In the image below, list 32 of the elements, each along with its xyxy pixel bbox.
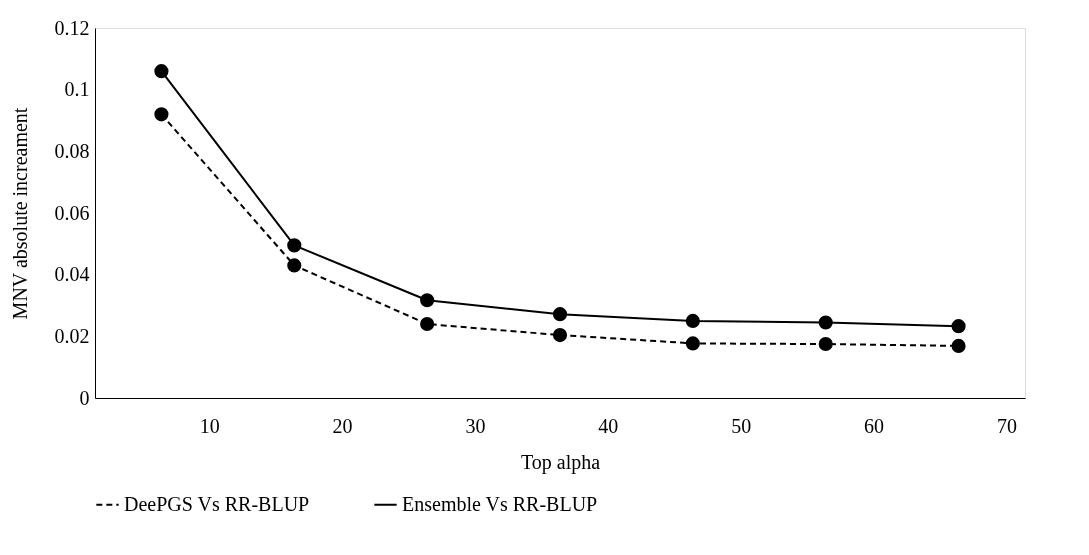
y-tick-label: 0.1 [64, 78, 90, 101]
y-tick-label: 0.12 [54, 16, 90, 39]
x-axis-title: Top alpha [520, 450, 601, 474]
y-tick-label: 0 [79, 386, 90, 409]
y-tick-label: 0.08 [54, 139, 90, 162]
point [951, 338, 966, 353]
x-tick-label: 30 [465, 414, 486, 437]
point [154, 64, 169, 79]
y-axis-title: MNV absolute increament [8, 107, 31, 320]
x-tick-label: 50 [731, 414, 752, 437]
point [154, 107, 169, 122]
legend-label: Ensemble Vs RR-BLUP [402, 492, 598, 515]
x-tick-label: 10 [199, 414, 220, 437]
x-tick-label: 40 [598, 414, 619, 437]
point [420, 293, 435, 308]
y-tick-label: 0.04 [54, 263, 90, 286]
y-tick-label: 0.02 [54, 324, 90, 347]
point [951, 319, 966, 334]
point [685, 336, 700, 351]
point [420, 316, 435, 332]
x-tick-label: 70 [996, 414, 1017, 437]
point [552, 328, 568, 343]
point [818, 336, 833, 352]
x-tick-label: 60 [864, 414, 885, 437]
point [818, 315, 833, 330]
point [287, 238, 302, 253]
y-tick-label: 0.06 [54, 201, 90, 224]
point [287, 258, 302, 273]
point [685, 313, 700, 328]
x-tick-label: 20 [332, 414, 353, 437]
legend-label: DeePGS Vs RR-BLUP [124, 492, 310, 515]
point [552, 307, 568, 322]
